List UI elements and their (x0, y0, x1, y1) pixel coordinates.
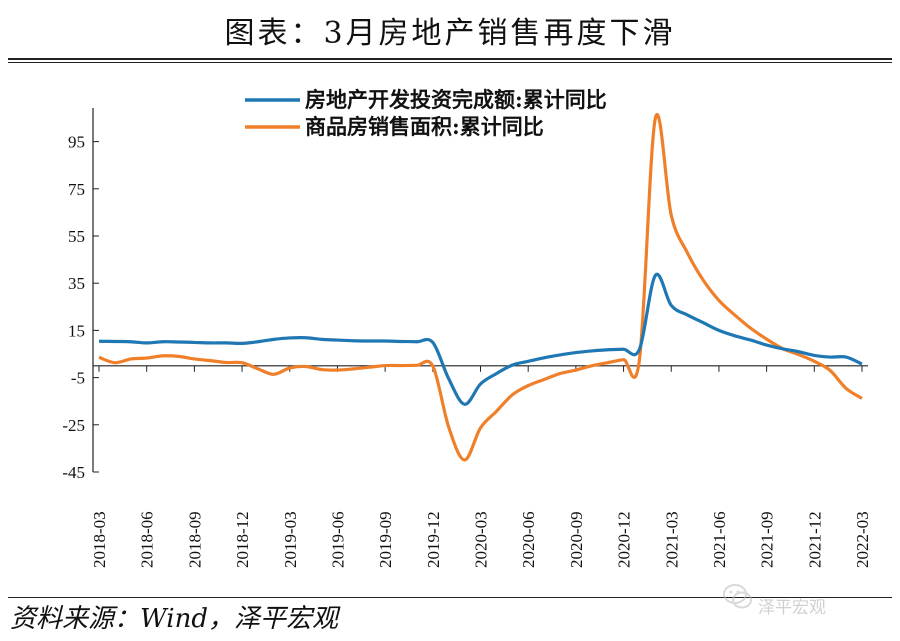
legend-label-0: 房地产开发投资完成额:累计同比 (305, 87, 607, 112)
source-rule (8, 597, 892, 598)
page-title: 图表：3月房地产销售再度下滑 (224, 16, 676, 51)
x-tick-label: 2019-12 (424, 511, 443, 568)
x-tick-label: 2018-12 (233, 511, 252, 568)
y-tick-label: -25 (62, 416, 85, 435)
wechat-logo-icon (723, 584, 752, 609)
legend-label-1: 商品房销售面积:累计同比 (305, 114, 544, 139)
x-tick-label: 2021-12 (805, 511, 824, 568)
y-tick-label: 15 (68, 321, 85, 340)
x-tick-label: 2020-09 (567, 511, 586, 568)
x-tick-label: 2018-03 (90, 511, 109, 568)
x-tick-label: 2019-03 (281, 511, 300, 568)
y-tick-label: -5 (71, 369, 85, 388)
y-tick-label: 35 (68, 274, 85, 293)
chart-axes: 95 75 55 35 15 -5 -25 -45 2018-03 2018-06 2018-09 2… (62, 108, 872, 568)
line-chart: 95 75 55 35 15 -5 -25 -45 2018-03 2018-06 2018-09 2… (62, 87, 872, 568)
x-tick-label: 2020-12 (615, 511, 634, 568)
source-note: 资料来源：Wind，泽平宏观 (10, 604, 338, 634)
y-tick-label: 75 (68, 180, 85, 199)
x-tick-label: 2018-06 (138, 511, 157, 568)
x-tick-label: 2022-03 (853, 511, 872, 568)
x-tick-label: 2018-09 (185, 511, 204, 568)
x-tick-label: 2021-09 (758, 511, 777, 568)
title-rule (8, 58, 892, 60)
title-rule-thin (8, 62, 892, 63)
x-tick-label: 2021-06 (710, 511, 729, 568)
watermark-text: 泽平宏观 (758, 598, 826, 618)
y-tick-label: -45 (62, 463, 85, 482)
x-tick-label: 2020-06 (519, 511, 538, 568)
series-line-1 (98, 113, 863, 462)
watermark: 泽平宏观 (700, 575, 880, 625)
x-tick-label: 2021-03 (662, 511, 681, 568)
chart-series (98, 113, 863, 462)
x-tick-label: 2019-06 (328, 511, 347, 568)
y-tick-label: 95 (68, 133, 85, 152)
series-line-0 (98, 272, 863, 406)
x-tick-label: 2020-03 (472, 511, 491, 568)
x-tick-label: 2019-09 (376, 511, 395, 568)
y-tick-label: 55 (68, 227, 85, 246)
